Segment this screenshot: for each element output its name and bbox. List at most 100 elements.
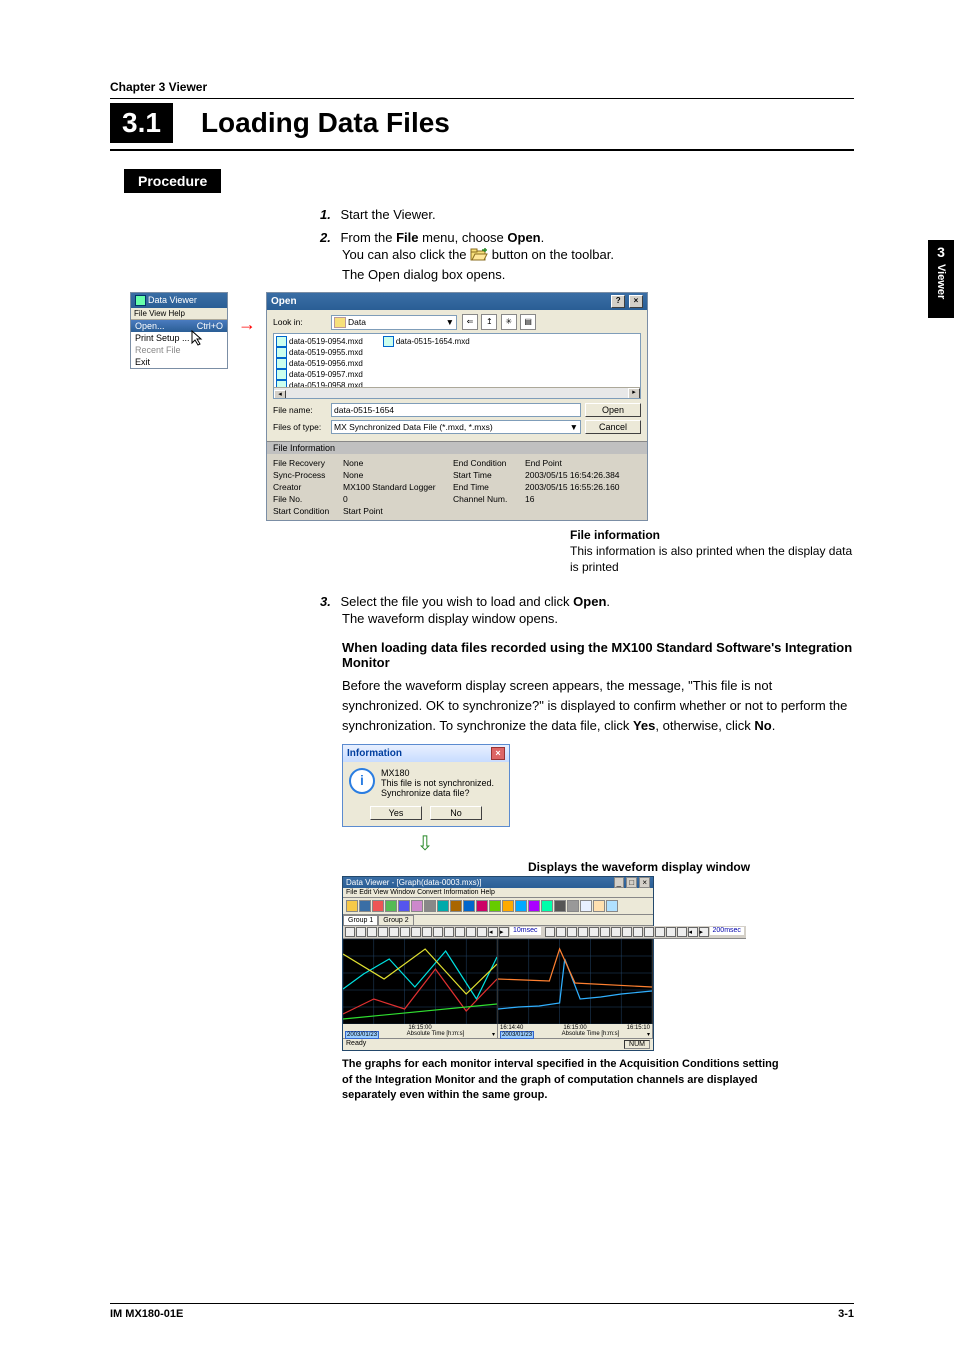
step-number: 1. [320, 207, 331, 222]
nav-left-icon[interactable]: ◂ [688, 927, 698, 937]
folder-icon [334, 317, 346, 328]
help-button[interactable]: ? [611, 295, 625, 308]
toolbar-button[interactable] [476, 900, 488, 912]
toolbar-button[interactable] [541, 900, 553, 912]
step-text: From the File menu, choose Open. [340, 230, 544, 245]
nav-right-icon[interactable]: ▸ [699, 927, 709, 937]
filetype-combo[interactable]: MX Synchronized Data File (*.mxd, *.mxs)… [331, 420, 581, 434]
info-icon: i [349, 768, 375, 794]
side-tab-label: Viewer [935, 264, 947, 299]
wave-plots [343, 939, 653, 1024]
toolbar-button[interactable] [463, 900, 475, 912]
toolbar-button[interactable] [554, 900, 566, 912]
views-icon[interactable]: ▤ [520, 314, 536, 330]
file-item[interactable]: data-0519-0954.mxd [276, 336, 363, 347]
lookin-label: Look in: [273, 317, 327, 327]
open-folder-icon [470, 247, 488, 261]
wave-tabs: Group 1 Group 2 [343, 915, 653, 926]
toolbar-button[interactable] [346, 900, 358, 912]
up-icon[interactable]: ↥ [481, 314, 497, 330]
step-text: Select the file you wish to load and cli… [340, 594, 610, 609]
file-info-note: File information This information is als… [570, 527, 854, 576]
cancel-button[interactable]: Cancel [585, 420, 641, 434]
wave-menubar[interactable]: File Edit View Window Convert Informatio… [343, 888, 653, 898]
file-list[interactable]: data-0519-0954.mxddata-0519-0955.mxddata… [273, 333, 641, 399]
wave-x-axis: 16:15:00 2003/01/23Absolute Time [h:m:s]… [343, 1024, 653, 1038]
toolbar-button[interactable] [398, 900, 410, 912]
menu-item-exit[interactable]: Exit [131, 356, 227, 368]
toolbar-button[interactable] [411, 900, 423, 912]
menu-item-recent: Recent File [131, 344, 227, 356]
rule-under-title [110, 149, 854, 151]
toolbar-button[interactable] [528, 900, 540, 912]
scroll-right-icon[interactable]: ▸ [628, 388, 640, 399]
wave-toolbar[interactable] [343, 898, 653, 915]
step-subtext: You can also click the button on the too… [342, 245, 854, 265]
step-subtext: The waveform display window opens. [342, 609, 854, 629]
wave-plot-1 [343, 939, 498, 1024]
lookin-combo[interactable]: Data ▼ [331, 315, 457, 330]
no-button[interactable]: No [430, 806, 482, 820]
tab-group2[interactable]: Group 2 [378, 915, 413, 925]
toolbar-button[interactable] [515, 900, 527, 912]
yes-button[interactable]: Yes [370, 806, 422, 820]
toolbar-button[interactable] [372, 900, 384, 912]
toolbar-button[interactable] [489, 900, 501, 912]
footer-right: 3-1 [838, 1308, 854, 1320]
cursor-icon [191, 330, 205, 346]
menu-item-open[interactable]: Open...Ctrl+O [131, 320, 227, 332]
down-arrow-icon: ⇩ [342, 831, 508, 856]
file-info-header: File Information [267, 441, 647, 454]
step-subtext: The Open dialog box opens. [342, 265, 854, 285]
toolbar-button[interactable] [424, 900, 436, 912]
app-icon [135, 295, 146, 306]
menu-bar: File View Help [131, 308, 227, 320]
close-button[interactable]: × [629, 295, 643, 308]
nav-left-icon[interactable]: ◂ [488, 927, 498, 937]
displays-label: Displays the waveform display window [528, 860, 750, 874]
toolbar-button[interactable] [502, 900, 514, 912]
close-button[interactable]: × [639, 877, 650, 888]
toolbar-button[interactable] [437, 900, 449, 912]
dialog-title: Open ? × [267, 293, 647, 310]
toolbar-button[interactable] [450, 900, 462, 912]
side-tab-index: 3 [928, 240, 954, 260]
new-folder-icon[interactable]: ✳ [501, 314, 517, 330]
toolbar-button[interactable] [606, 900, 618, 912]
wave-plot-2 [498, 939, 653, 1024]
toolbar-button[interactable] [567, 900, 579, 912]
rule-top [110, 98, 854, 99]
tab-group1[interactable]: Group 1 [343, 915, 378, 925]
side-tab: 3 Viewer [928, 240, 954, 318]
maximize-button[interactable]: □ [626, 877, 637, 888]
toolbar-button[interactable] [593, 900, 605, 912]
close-button[interactable]: × [491, 747, 505, 760]
wave-sub-toolbar-1[interactable]: ◂▸ 10msec [343, 926, 543, 939]
wave-sub-toolbar-2[interactable]: ◂▸ 200msec [543, 926, 746, 939]
back-icon[interactable]: ⇐ [462, 314, 478, 330]
file-item[interactable]: data-0519-0957.mxd [276, 369, 363, 380]
file-item[interactable]: data-0515-1654.mxd [383, 336, 470, 347]
info-message: MX180 This file is not synchronized. Syn… [381, 768, 494, 798]
footer-left: IM MX180-01E [110, 1308, 183, 1320]
toolbar-button[interactable] [580, 900, 592, 912]
file-info-panel: File RecoveryNoneEnd ConditionEnd Point … [267, 454, 647, 520]
scroll-left-icon[interactable]: ◂ [274, 390, 286, 399]
minimize-button[interactable]: _ [614, 877, 624, 888]
step-number: 3. [320, 594, 331, 609]
section-title: Loading Data Files [201, 107, 450, 139]
file-menu-screenshot: Data Viewer File View Help Open...Ctrl+O… [130, 292, 228, 369]
file-item[interactable]: data-0519-0956.mxd [276, 358, 363, 369]
h-scrollbar[interactable]: ◂ ▸ [274, 387, 640, 398]
menu-item-print-setup[interactable]: Print Setup ... [131, 332, 227, 344]
toolbar-button[interactable] [385, 900, 397, 912]
info-dialog-title: Information × [343, 745, 509, 762]
step-text: Start the Viewer. [340, 207, 435, 222]
open-dialog: Open ? × Look in: Data ▼ [266, 292, 648, 521]
toolbar-button[interactable] [359, 900, 371, 912]
nav-right-icon[interactable]: ▸ [499, 927, 509, 937]
info-dialog: Information × i MX180 This file is not s… [342, 744, 510, 827]
open-button[interactable]: Open [585, 403, 641, 417]
filename-input[interactable]: data-0515-1654 [331, 403, 581, 417]
file-item[interactable]: data-0519-0955.mxd [276, 347, 363, 358]
